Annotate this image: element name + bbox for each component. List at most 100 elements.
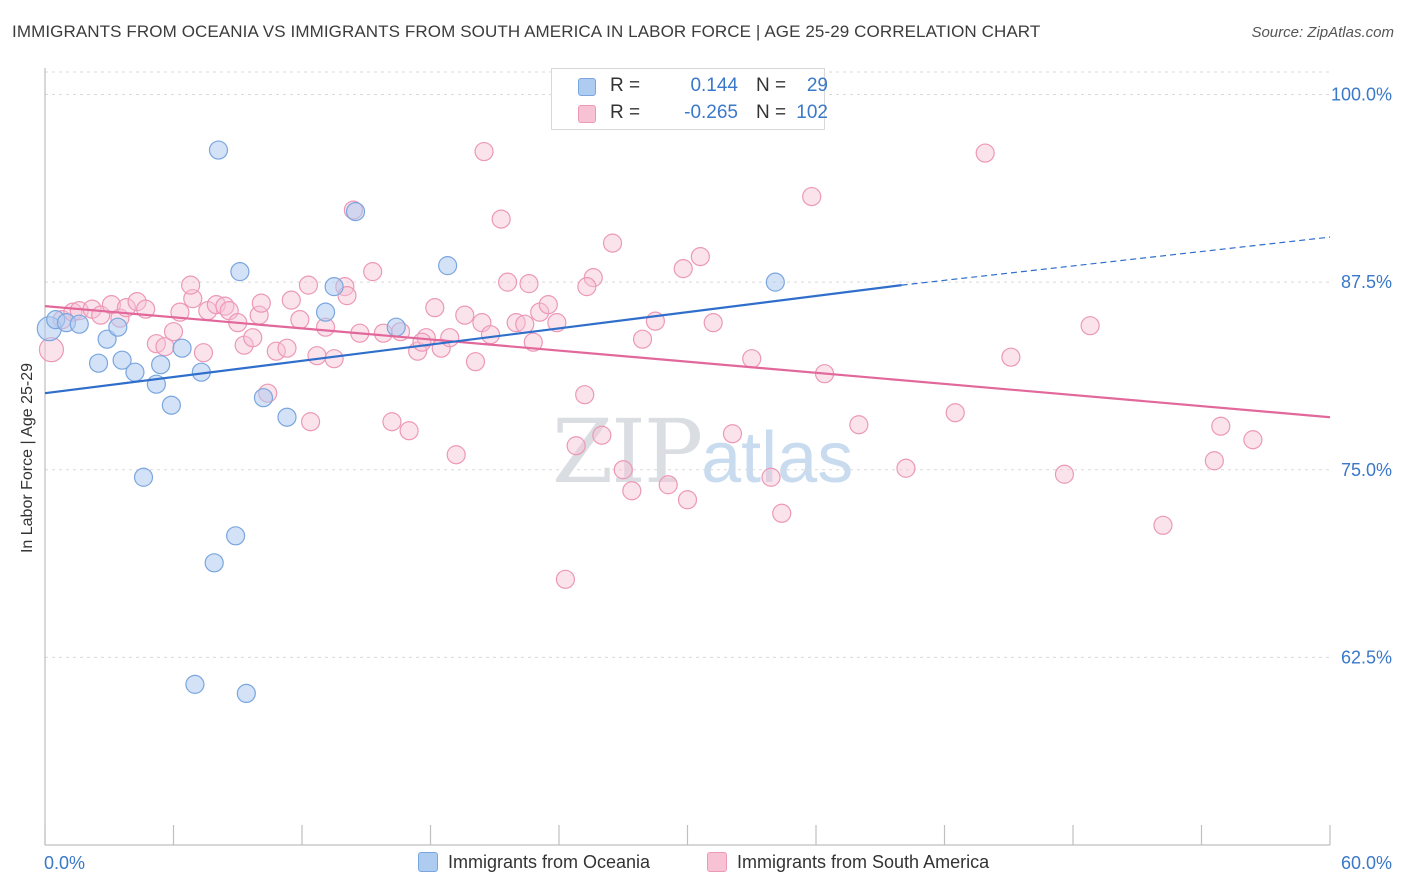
- south-america-point: [425, 298, 445, 318]
- south-america-point: [896, 458, 916, 478]
- oceania-n-label: N =: [756, 75, 787, 96]
- watermark-zip: ZIP: [552, 400, 703, 503]
- south-america-point: [1153, 515, 1173, 535]
- south-america-point: [455, 305, 475, 325]
- south-america-n-label: N =: [756, 102, 787, 123]
- oceania-point: [253, 388, 274, 408]
- bottom-south-america-label: Immigrants from South America: [737, 852, 990, 872]
- south-america-point: [632, 329, 653, 349]
- oceania-point: [204, 553, 224, 573]
- south-america-point: [515, 314, 535, 334]
- south-america-point: [446, 445, 466, 465]
- correlation-legend: R = 0.144 N = 29 R = -0.265 N = 102: [551, 68, 828, 130]
- oceania-point: [345, 201, 366, 222]
- south-america-point: [577, 277, 597, 297]
- bottom-legend-south-america: Immigrants from South America: [707, 852, 989, 873]
- source-label: Source: ZipAtlas.com: [1251, 24, 1394, 41]
- y-tick-label: 87.5%: [1341, 272, 1392, 292]
- south-america-point: [523, 332, 543, 352]
- oceania-point: [324, 277, 344, 297]
- oceania-points: [36, 140, 785, 704]
- south-america-r-value: -0.265: [684, 102, 738, 123]
- oceania-point: [88, 353, 109, 373]
- south-america-point: [1080, 316, 1100, 336]
- bottom-legend-oceania: Immigrants from Oceania: [418, 852, 650, 873]
- watermark: ZIPatlas: [552, 400, 853, 503]
- south-america-point: [1001, 347, 1021, 367]
- oceania-point: [208, 140, 229, 160]
- y-axis-label: In Labor Force | Age 25-29: [19, 362, 36, 554]
- south-america-swatch: [578, 105, 596, 123]
- oceania-point: [172, 338, 192, 358]
- oceania-point: [277, 407, 297, 427]
- south-america-point: [399, 421, 419, 441]
- south-america-point: [613, 460, 633, 480]
- y-tick-label: 100.0%: [1331, 85, 1392, 105]
- south-america-point: [181, 275, 201, 295]
- bottom-oceania-label: Immigrants from Oceania: [448, 852, 651, 872]
- south-america-point: [677, 490, 698, 510]
- tick-labels: 62.5% 75.0% 87.5% 100.0% 0.0% 60.0%: [44, 85, 1392, 873]
- oceania-trend-line: [44, 284, 902, 395]
- south-america-point: [519, 274, 539, 294]
- south-america-point: [465, 352, 486, 372]
- x-tick-label-min: 0.0%: [44, 853, 85, 873]
- south-america-point: [622, 481, 642, 501]
- bottom-south-america-swatch: [707, 852, 727, 872]
- south-america-point: [382, 412, 402, 432]
- south-america-point: [742, 349, 762, 369]
- south-america-point: [690, 247, 710, 267]
- south-america-point: [538, 295, 558, 315]
- y-tick-label: 62.5%: [1341, 647, 1392, 667]
- south-america-point: [575, 385, 595, 405]
- south-america-point: [1243, 430, 1263, 450]
- south-america-point: [324, 349, 344, 369]
- south-america-point: [300, 412, 321, 432]
- south-america-point: [101, 295, 121, 315]
- south-america-point: [592, 425, 612, 445]
- grid-lines: [45, 71, 1330, 658]
- south-america-point: [1054, 464, 1075, 484]
- axes: [44, 68, 1331, 846]
- oceania-point: [236, 683, 256, 704]
- watermark-atlas: atlas: [701, 418, 854, 498]
- south-america-point: [290, 310, 310, 330]
- oceania-point: [133, 467, 154, 487]
- south-america-point: [772, 503, 792, 523]
- oceania-point: [161, 395, 181, 415]
- south-america-point: [474, 141, 494, 162]
- oceania-r-value: 0.144: [690, 75, 738, 96]
- south-america-point: [281, 290, 301, 310]
- oceania-r-label: R =: [610, 75, 641, 96]
- oceania-point: [438, 256, 458, 276]
- south-america-point: [703, 313, 723, 333]
- oceania-swatch: [578, 78, 596, 96]
- oceania-trend-extension: [901, 236, 1331, 286]
- south-america-point: [363, 262, 383, 282]
- south-america-point: [491, 209, 511, 229]
- south-america-point: [761, 467, 781, 487]
- south-america-trend-line: [44, 305, 1331, 419]
- trend-lines: [44, 236, 1331, 419]
- south-america-point: [849, 415, 869, 435]
- oceania-point: [125, 362, 145, 382]
- oceania-point: [765, 272, 785, 292]
- oceania-n-value: 29: [806, 75, 828, 96]
- bottom-oceania-swatch: [418, 852, 438, 872]
- oceania-point: [230, 262, 250, 282]
- south-america-point: [602, 233, 623, 253]
- oceania-point: [108, 317, 128, 337]
- south-america-point: [1204, 451, 1224, 471]
- south-america-point: [251, 293, 271, 313]
- oceania-point: [112, 350, 132, 370]
- south-america-point: [480, 325, 501, 345]
- chart-title: IMMIGRANTS FROM OCEANIA VS IMMIGRANTS FR…: [12, 22, 1041, 41]
- south-america-r-label: R =: [610, 102, 641, 123]
- oceania-point: [97, 329, 117, 349]
- south-america-point: [658, 475, 678, 495]
- south-america-point: [298, 275, 319, 295]
- south-america-point: [722, 424, 743, 444]
- south-america-point: [498, 272, 518, 292]
- south-america-point: [1211, 416, 1231, 436]
